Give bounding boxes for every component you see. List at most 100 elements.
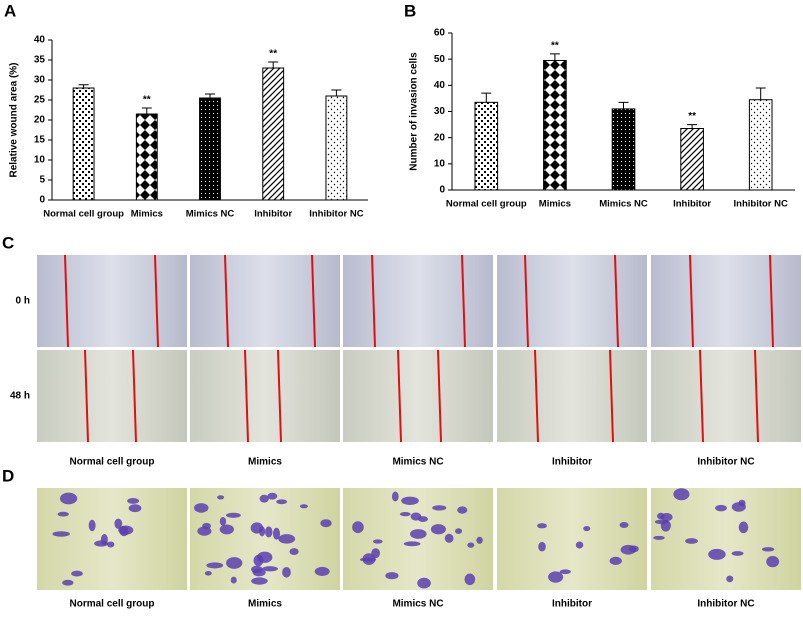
cell <box>57 511 69 517</box>
column-label: Inhibitor <box>552 457 592 468</box>
panel-label: C <box>2 233 14 252</box>
micrograph <box>37 350 187 442</box>
cell <box>230 576 237 584</box>
cell <box>410 529 427 539</box>
y-tick-label: 35 <box>34 55 46 66</box>
wound-edge <box>534 349 539 443</box>
y-tick-label: 20 <box>34 115 46 126</box>
cell <box>660 512 673 522</box>
wound-edge <box>64 254 69 348</box>
panel-label: B <box>404 1 416 20</box>
wound-edge <box>277 349 282 443</box>
wound-edge <box>461 254 466 348</box>
column-label: Mimics NC <box>392 599 443 610</box>
cell <box>538 541 546 552</box>
y-tick-label: 10 <box>34 155 46 166</box>
cell <box>372 539 383 544</box>
cell <box>362 553 376 566</box>
x-tick-label: Normal cell group <box>43 209 124 220</box>
x-tick-label: Mimics NC <box>186 209 235 220</box>
micrograph <box>651 350 801 442</box>
significance: ** <box>269 49 277 60</box>
cell <box>71 570 83 577</box>
y-tick-label: 30 <box>434 106 446 117</box>
column-label: Mimics NC <box>392 457 443 468</box>
wound-edge <box>224 254 229 348</box>
panel-c: C 0 h 48 h Normal cell group Mimics Mimics NC… <box>2 233 801 468</box>
column-label: Mimics <box>248 599 282 610</box>
wound-edge <box>614 254 619 348</box>
wound-edge <box>154 254 159 348</box>
micrograph <box>497 488 647 590</box>
cell <box>430 524 446 535</box>
wound-edge <box>311 254 316 348</box>
cell <box>619 522 629 528</box>
cell <box>391 491 399 502</box>
cell <box>731 551 744 556</box>
cell <box>204 571 212 576</box>
bar <box>611 108 636 191</box>
column-label: Normal cell group <box>69 457 154 468</box>
cell <box>59 492 78 505</box>
error-bar <box>549 53 560 61</box>
cell <box>118 525 134 535</box>
column-label: Inhibitor <box>552 599 592 610</box>
cell <box>62 579 74 586</box>
x-tick-label: Inhibitor <box>254 209 292 220</box>
panel-d: D Normal cell group Mimics Mimics NC Inhibit… <box>2 466 801 610</box>
row-label: 0 h <box>16 296 30 307</box>
bar <box>262 67 285 201</box>
cell <box>628 545 639 553</box>
micrograph <box>343 488 493 590</box>
cell <box>457 506 468 514</box>
cell <box>261 566 279 572</box>
wound-edge <box>609 349 614 443</box>
cell <box>399 511 411 517</box>
column-label: Normal cell group <box>69 599 154 610</box>
y-tick-label: 40 <box>34 35 46 46</box>
cell <box>128 504 142 513</box>
x-tick-label: Inhibitor NC <box>734 199 788 210</box>
cell <box>276 499 288 505</box>
micrograph <box>37 488 187 590</box>
cell <box>219 516 227 526</box>
error-bar <box>481 92 492 103</box>
cell <box>559 569 571 575</box>
cell <box>206 562 224 569</box>
micrograph <box>190 350 340 442</box>
wound-edge <box>132 349 137 443</box>
cell <box>225 512 241 518</box>
bar <box>325 95 348 201</box>
wound-edge <box>371 254 376 348</box>
cell <box>673 488 690 501</box>
row-label: 48 h <box>10 391 30 402</box>
bar <box>199 97 221 201</box>
cell <box>417 516 429 523</box>
cell <box>267 492 278 500</box>
cell <box>272 527 281 540</box>
x-tick-label: Mimics <box>539 199 571 210</box>
wound-edge <box>244 349 249 443</box>
cell <box>464 573 476 586</box>
panel-label: A <box>4 1 16 20</box>
error-bar <box>141 107 152 114</box>
y-axis-label: Number of invasion cells <box>409 52 420 171</box>
cell <box>94 540 109 547</box>
micrograph <box>651 255 801 347</box>
error-bar <box>205 93 215 98</box>
cell <box>548 571 564 583</box>
y-tick-label: 30 <box>34 75 46 86</box>
cell <box>403 541 421 547</box>
cell <box>202 522 211 530</box>
error-bar <box>78 84 89 88</box>
cell <box>715 504 727 512</box>
y-tick-label: 25 <box>34 95 46 106</box>
cell <box>314 566 330 576</box>
cell <box>444 533 454 543</box>
cell <box>708 548 726 560</box>
cell <box>738 521 749 534</box>
y-tick-label: 10 <box>434 158 446 169</box>
wound-edge <box>524 254 529 348</box>
y-tick-label: 50 <box>434 54 446 65</box>
cell <box>320 519 332 528</box>
